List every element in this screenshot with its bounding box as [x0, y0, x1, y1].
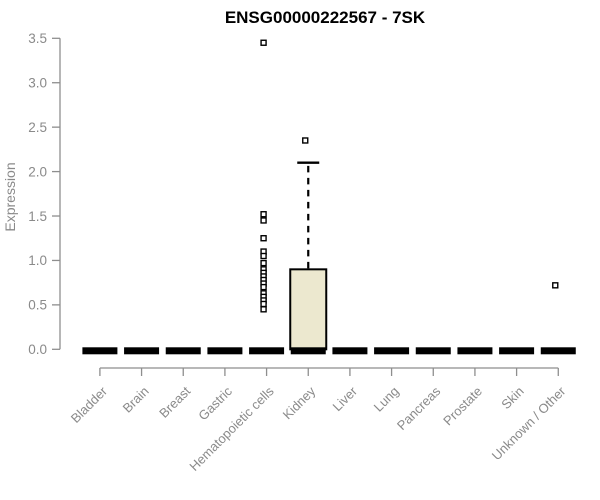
- x-tick-label: Liver: [330, 383, 361, 414]
- outlier-point: [260, 39, 267, 46]
- y-tick-label: 2.5: [28, 120, 47, 135]
- median-bar-Prostate: [457, 347, 493, 355]
- median-bar-Gastric: [207, 347, 243, 355]
- y-tick-label: 0.5: [28, 298, 47, 313]
- y-tick-label: 1.0: [28, 253, 47, 268]
- median-bar-Bladder: [82, 347, 118, 355]
- y-tick-label: 1.5: [28, 209, 47, 224]
- y-tick-label: 2.0: [28, 164, 47, 179]
- median-bar-Skin: [499, 347, 535, 355]
- median-bar-Hematopoietic cells: [249, 347, 285, 355]
- median-bar-Liver: [332, 347, 368, 355]
- chart-title: ENSG00000222567 - 7SK: [225, 8, 426, 27]
- median-bar-Lung: [374, 347, 410, 355]
- median-bar-Breast: [165, 347, 201, 355]
- y-axis-title: Expression: [2, 162, 18, 231]
- outlier-point: [552, 282, 559, 289]
- median-bar-Pancreas: [415, 347, 451, 355]
- outlier-point: [260, 235, 267, 242]
- x-tick-label: Skin: [498, 384, 526, 412]
- x-tick-label: Kidney: [280, 383, 319, 422]
- median-bar-Brain: [124, 347, 160, 355]
- median-bar-Unknown / Other: [540, 347, 576, 355]
- y-tick-label: 3.0: [28, 76, 47, 91]
- median-bar-Kidney: [290, 347, 326, 355]
- outlier-point: [260, 259, 267, 267]
- y-tick-label: 3.5: [28, 31, 47, 46]
- x-tick-label: Pancreas: [394, 383, 444, 433]
- outlier-point: [260, 283, 267, 291]
- x-tick-label: Breast: [156, 383, 193, 420]
- x-tick-label: Lung: [371, 384, 402, 415]
- x-tick-label: Bladder: [68, 383, 111, 426]
- outlier-point: [302, 137, 309, 144]
- x-tick-label: Gastric: [195, 383, 235, 423]
- outlier-point: [260, 252, 267, 260]
- outlier-point: [260, 217, 267, 224]
- x-tick-label: Unknown / Other: [489, 383, 569, 463]
- x-tick-label: Prostate: [440, 384, 485, 429]
- box-Kidney: [289, 268, 328, 351]
- plot-area: 0.0 0.5 1.0 1.5 2.0 2.5 3.0 3.5 Bladder Brain Brea…: [28, 31, 576, 474]
- outlier-point: [260, 211, 267, 218]
- y-tick-label: 0.0: [28, 342, 47, 357]
- outlier-point: [260, 300, 267, 308]
- x-tick-label: Brain: [120, 384, 152, 416]
- outlier-point: [260, 306, 267, 313]
